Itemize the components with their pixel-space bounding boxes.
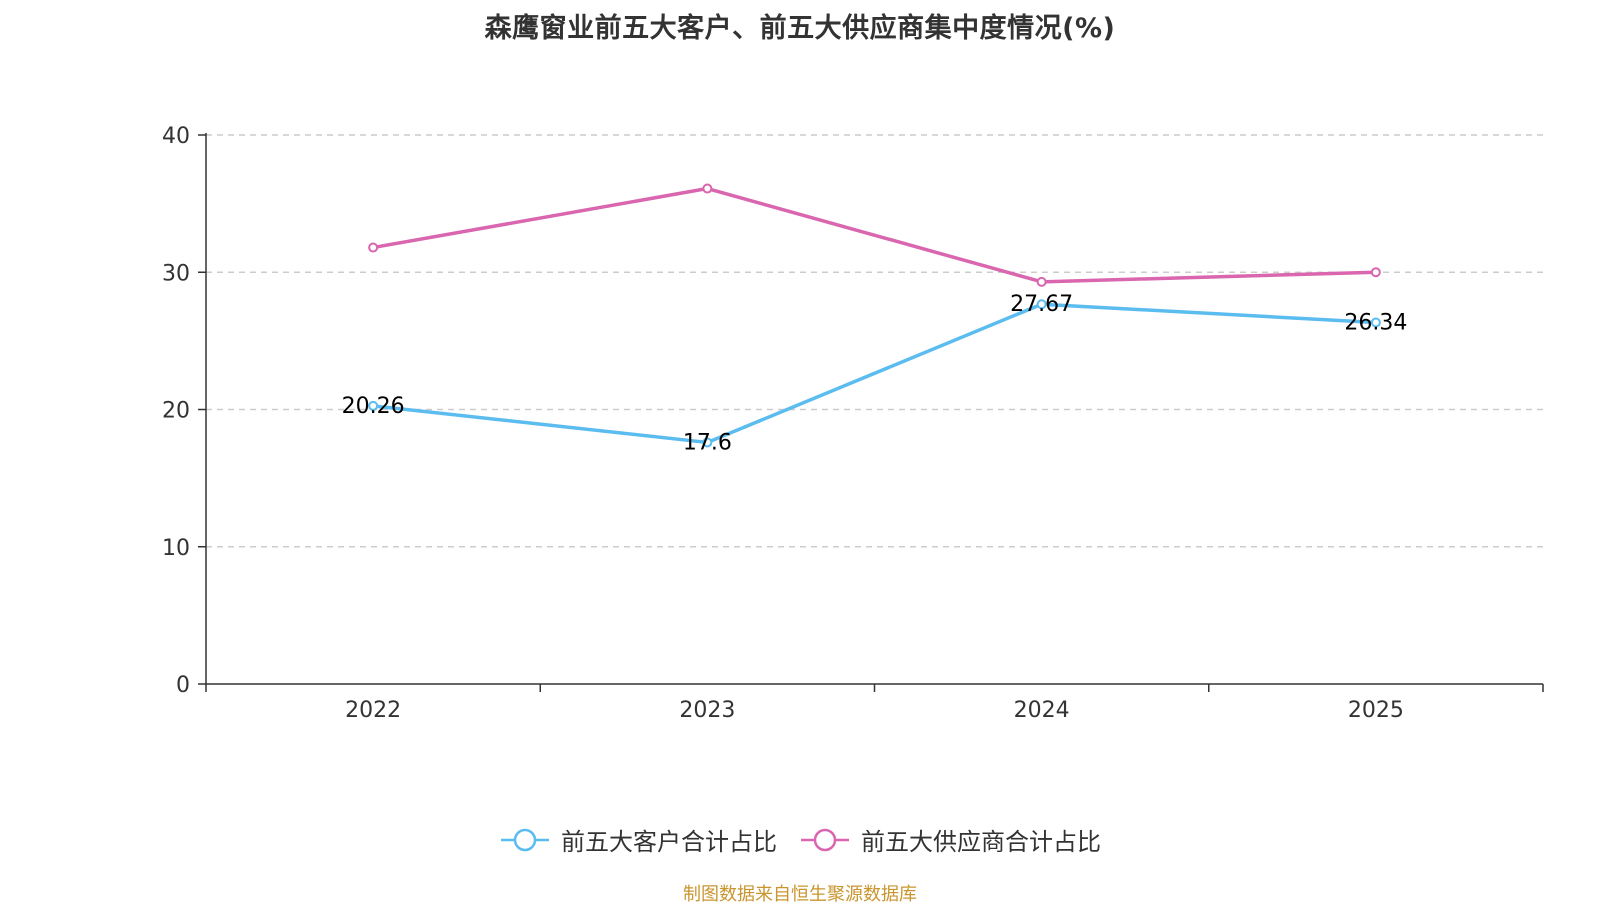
data-label-2023: 17.6 [683, 430, 732, 455]
grid-lines [206, 134, 1543, 548]
x-tick-label-2023: 2023 [679, 698, 735, 723]
x-tick-label-2024: 2024 [1014, 698, 1070, 723]
axes: 0 10 20 30 40 2022 2023 2024 2025 [162, 124, 1544, 723]
y-tick-label-0: 0 [176, 673, 190, 698]
legend-label-suppliers: 前五大供应商合计占比 [861, 828, 1101, 856]
series-0-point-2025 [1370, 317, 1381, 328]
y-tick-label-20: 20 [162, 399, 190, 424]
series-line-1 [372, 186, 1376, 284]
data-labels: 20.26 17.6 27.67 26.34 [342, 292, 1408, 455]
data-label-2022: 20.26 [342, 394, 405, 419]
chart-title: 森鹰窗业前五大客户、前五大供应商集中度情况(%) [484, 13, 1116, 44]
series-lines [368, 183, 1381, 448]
source-note: 制图数据来自恒生聚源数据库 [683, 884, 917, 905]
series-1-point-2024 [1036, 276, 1047, 287]
y-tick-label-10: 10 [162, 536, 190, 561]
series-0-point-2023 [702, 437, 713, 448]
y-tick-label-30: 30 [162, 261, 190, 286]
series-0-point-2024 [1036, 299, 1047, 310]
series-1-point-2023 [702, 183, 713, 194]
legend-item-suppliers[interactable]: 前五大供应商合计占比 [799, 822, 1101, 857]
x-tick-label-2022: 2022 [345, 698, 401, 723]
series-1-point-2025 [1370, 267, 1381, 278]
y-tick-label-40: 40 [162, 124, 190, 149]
legend-customers-line-icon [501, 828, 549, 851]
legend-suppliers-line-icon [801, 828, 849, 851]
legend-item-customers[interactable]: 前五大客户合计占比 [499, 822, 777, 857]
series-line-0 [372, 302, 1376, 445]
series-1-point-2022 [368, 242, 379, 253]
legend-label-customers: 前五大客户合计占比 [561, 828, 777, 856]
series-0-point-2022 [368, 400, 379, 411]
data-label-2025: 26.34 [1344, 310, 1407, 335]
x-tick-label-2025: 2025 [1348, 698, 1404, 723]
legend: 前五大客户合计占比 前五大供应商合计占比 [0, 822, 1600, 857]
data-label-2024: 27.67 [1010, 292, 1073, 317]
